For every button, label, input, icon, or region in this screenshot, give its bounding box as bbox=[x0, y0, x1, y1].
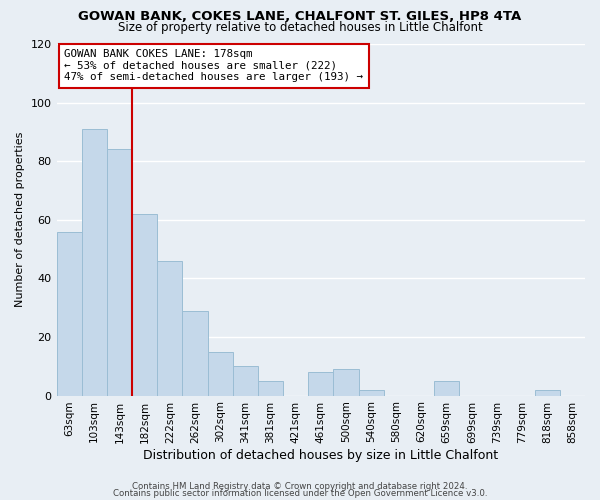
Y-axis label: Number of detached properties: Number of detached properties bbox=[15, 132, 25, 308]
Text: GOWAN BANK, COKES LANE, CHALFONT ST. GILES, HP8 4TA: GOWAN BANK, COKES LANE, CHALFONT ST. GIL… bbox=[79, 10, 521, 23]
Text: Contains public sector information licensed under the Open Government Licence v3: Contains public sector information licen… bbox=[113, 490, 487, 498]
Bar bbox=[535, 390, 560, 396]
Bar bbox=[434, 381, 459, 396]
Bar bbox=[107, 150, 132, 396]
Bar bbox=[82, 129, 107, 396]
Text: GOWAN BANK COKES LANE: 178sqm
← 53% of detached houses are smaller (222)
47% of : GOWAN BANK COKES LANE: 178sqm ← 53% of d… bbox=[64, 50, 364, 82]
Bar bbox=[258, 381, 283, 396]
Bar bbox=[157, 261, 182, 396]
Bar bbox=[208, 352, 233, 396]
Bar bbox=[359, 390, 383, 396]
Bar bbox=[132, 214, 157, 396]
Bar bbox=[182, 310, 208, 396]
Bar bbox=[334, 369, 359, 396]
Text: Contains HM Land Registry data © Crown copyright and database right 2024.: Contains HM Land Registry data © Crown c… bbox=[132, 482, 468, 491]
Bar bbox=[56, 232, 82, 396]
Text: Size of property relative to detached houses in Little Chalfont: Size of property relative to detached ho… bbox=[118, 21, 482, 34]
Bar bbox=[308, 372, 334, 396]
Bar bbox=[233, 366, 258, 396]
X-axis label: Distribution of detached houses by size in Little Chalfont: Distribution of detached houses by size … bbox=[143, 450, 499, 462]
